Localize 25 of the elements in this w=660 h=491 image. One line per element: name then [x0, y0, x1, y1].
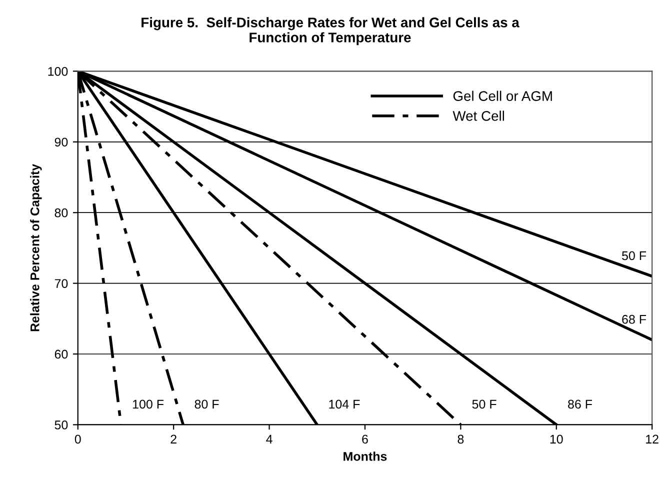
y-tick-label: 60 [54, 350, 68, 359]
legend-label: Wet Cell [452, 110, 504, 121]
annotation: 86 F [568, 400, 592, 409]
x-tick-label: 8 [458, 434, 464, 444]
annotation: 100 F [133, 400, 164, 409]
annotation: 50 F [622, 251, 646, 260]
x-tick-label: 4 [266, 434, 272, 444]
x-tick-label: 10 [550, 434, 563, 444]
annotation: 68 F [622, 314, 646, 324]
annotation: 80 F [194, 400, 219, 409]
x-tick-label: 6 [362, 434, 368, 444]
annotation: 104 F [329, 400, 360, 409]
y-tick-label: 50 [54, 420, 68, 430]
x-axis-title: Months [344, 452, 387, 461]
y-tick-label: 70 [54, 279, 68, 288]
chart-title: Figure 5. Self-Discharge Rates for Wet and Gel Cells as a Function of Temperature [142, 17, 520, 46]
y-axis-title: Relative Percent of Capacity [30, 164, 42, 332]
annotation: 50 F [472, 400, 496, 409]
x-tick-label: 2 [170, 434, 176, 444]
legend-label: Gel Cell or AGM [453, 90, 552, 101]
y-tick-label: 100 [48, 66, 68, 76]
y-tick-label: 90 [54, 138, 68, 147]
x-tick-label: 0 [74, 434, 81, 444]
x-tick-label: 12 [646, 434, 658, 444]
y-tick-label: 80 [54, 208, 68, 218]
